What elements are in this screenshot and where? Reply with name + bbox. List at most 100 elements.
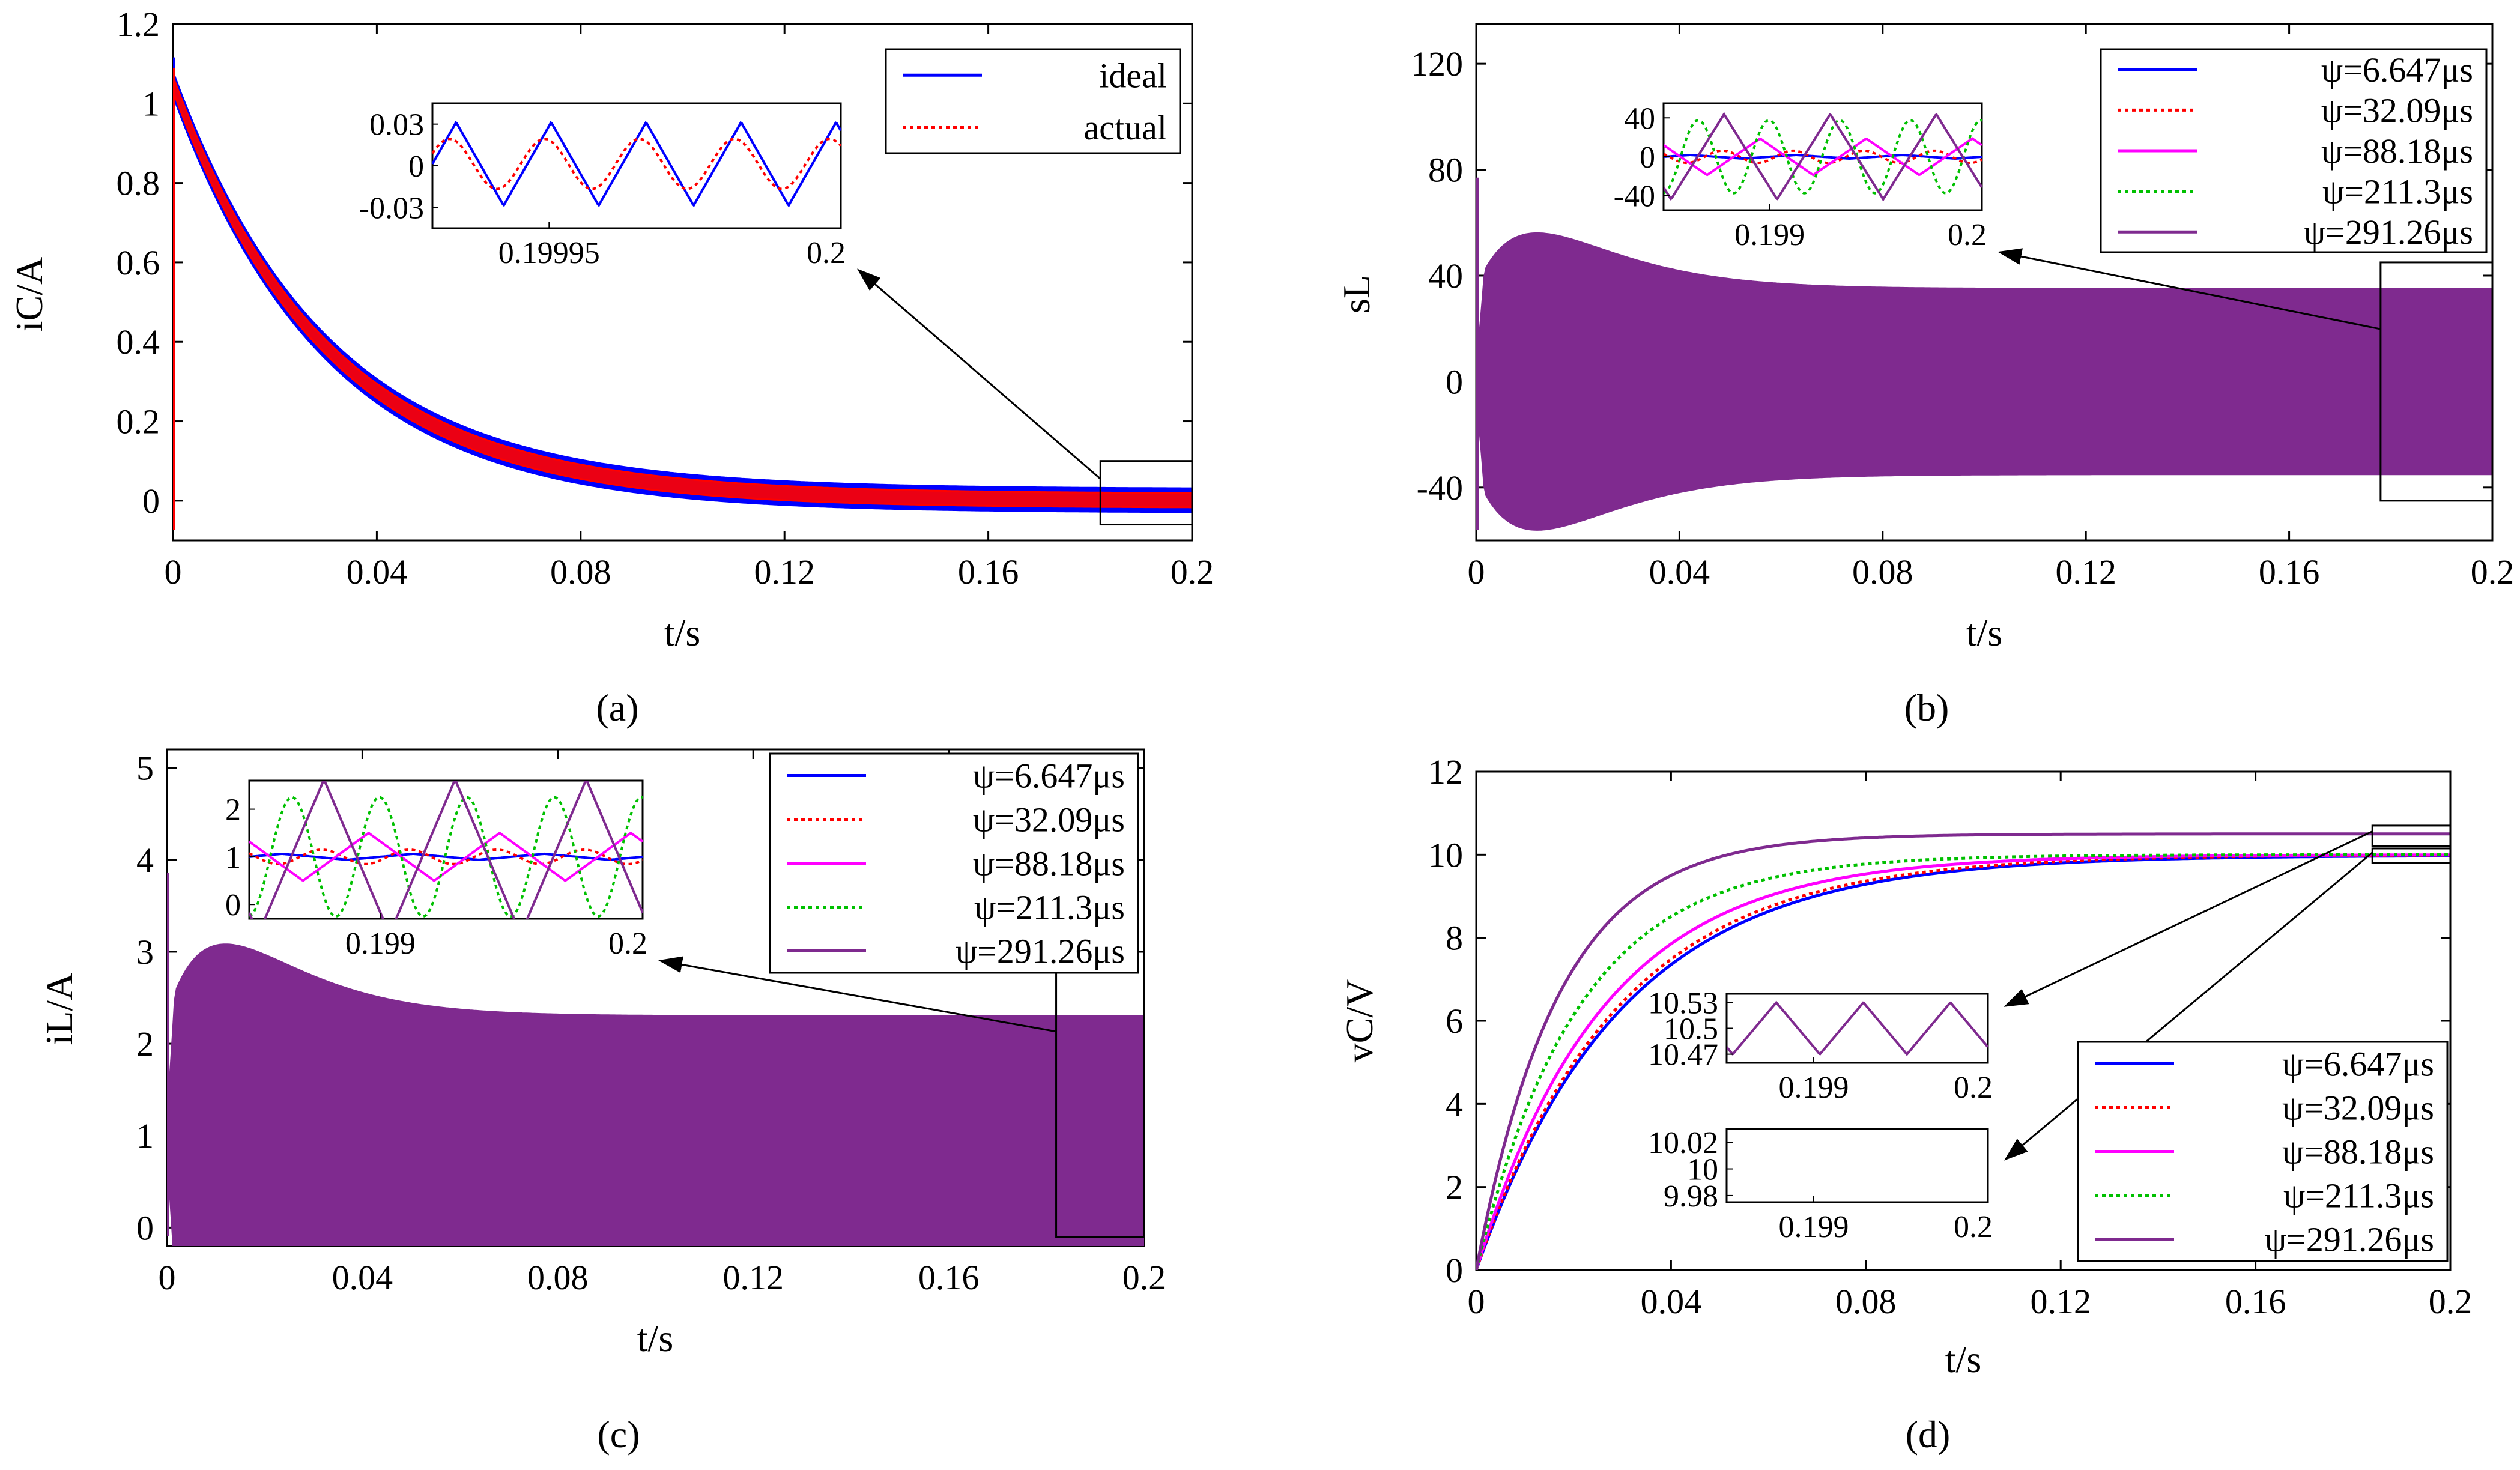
inset-x-tick-label: 0.2 bbox=[1954, 1210, 1993, 1244]
inset-series-line-3 bbox=[1664, 119, 1982, 195]
inset-series bbox=[1664, 112, 1982, 202]
legend-label: ψ=211.3μs bbox=[2283, 1176, 2434, 1215]
y-axis-label: vC/V bbox=[1338, 979, 1381, 1063]
legend-label: ψ=32.09μs bbox=[2321, 91, 2473, 130]
y-tick-label: 0 bbox=[136, 1208, 154, 1247]
legend: ψ=6.647μsψ=32.09μsψ=88.18μsψ=211.3μsψ=29… bbox=[2100, 48, 2488, 253]
x-tick-label: 0.12 bbox=[2030, 1282, 2091, 1321]
series-line-0 bbox=[1476, 854, 2450, 1270]
legend-label: ψ=6.647μs bbox=[2282, 1045, 2434, 1084]
inset-x-tick-label: 0.199 bbox=[1734, 218, 1805, 252]
y-tick-label: 120 bbox=[1411, 44, 1463, 83]
inset-series-line-2 bbox=[1664, 137, 1982, 177]
inset-y-tick-label: 10 bbox=[1687, 1153, 1718, 1187]
inset-x-tick-label: 0.199 bbox=[1779, 1210, 1849, 1244]
legend-frame bbox=[885, 48, 1181, 154]
x-tick-label: 0.16 bbox=[958, 552, 1019, 591]
x-tick-label: 0 bbox=[159, 1258, 176, 1297]
inset-series-line-3 bbox=[249, 796, 643, 918]
series-layer bbox=[167, 873, 1144, 1246]
panel-caption: (b) bbox=[1904, 686, 1949, 729]
zoom-region bbox=[2371, 847, 2452, 864]
zoom-arrow bbox=[2004, 851, 2373, 1161]
inset-frame bbox=[1725, 1128, 1989, 1203]
chart-b: 0 0.04 0.08 0.12 0.16 0.2 -40 0 40 80 120 t/s sL (b) 0… bbox=[1335, 23, 2515, 729]
zoom-arrow bbox=[2004, 830, 2373, 1007]
y-tick-label: 0.6 bbox=[117, 243, 160, 282]
zoom-arrow bbox=[856, 268, 1101, 480]
legend-label: ψ=6.647μs bbox=[973, 757, 1125, 796]
zoom-region bbox=[1099, 460, 1193, 526]
panel-caption: (a) bbox=[596, 686, 638, 729]
y-tick-label: 4 bbox=[136, 841, 154, 880]
inset-y-tick-label: 0.03 bbox=[369, 108, 424, 142]
inset-y-tick-label: 10.02 bbox=[1648, 1126, 1718, 1160]
series-layer bbox=[1476, 832, 2450, 1270]
x-tick-label: 0.2 bbox=[1171, 552, 1214, 591]
y-tick-label: 4 bbox=[1446, 1084, 1463, 1124]
y-tick-label: 10 bbox=[1428, 835, 1463, 874]
inset: 0.199 0.2 40 0 -40 bbox=[1614, 101, 1987, 252]
legend-label: ψ=211.3μs bbox=[974, 888, 1125, 927]
y-tick-label: 0.2 bbox=[117, 402, 160, 441]
inset-x-tick-label: 0.2 bbox=[608, 927, 647, 961]
y-tick-label: 2 bbox=[1446, 1168, 1463, 1207]
inset-series-line-1 bbox=[1664, 149, 1982, 165]
x-tick-label: 0.2 bbox=[1122, 1258, 1166, 1297]
x-tick-label: 0.16 bbox=[918, 1258, 980, 1297]
series-band-0 bbox=[173, 71, 1192, 513]
x-tick-label: 0.2 bbox=[2429, 1282, 2473, 1321]
inset-series bbox=[1727, 1000, 1988, 1056]
legend-label: ψ=88.18μs bbox=[973, 844, 1125, 883]
inset-y-tick-label: 10.47 bbox=[1648, 1038, 1718, 1072]
inset-x-tick-label: 0.19995 bbox=[498, 236, 600, 270]
x-tick-label: 0.2 bbox=[2471, 552, 2515, 591]
y-tick-label: 2 bbox=[136, 1024, 154, 1063]
y-tick-label: 0 bbox=[142, 482, 160, 521]
inset-x-tick-label: 0.2 bbox=[807, 236, 846, 270]
legend: ideal actual bbox=[885, 48, 1181, 154]
inset-series-line-1 bbox=[249, 848, 643, 865]
legend: ψ=6.647μsψ=32.09μsψ=88.18μsψ=211.3μsψ=29… bbox=[2077, 1041, 2449, 1262]
series-layer bbox=[173, 57, 1192, 530]
inset-series bbox=[432, 121, 841, 208]
inset-y-tick-label: 2 bbox=[225, 793, 241, 827]
inset-x-tick-label: 0.2 bbox=[1954, 1071, 1993, 1105]
inset-y-tick-label: 0 bbox=[225, 888, 241, 922]
legend-label: ψ=32.09μs bbox=[973, 800, 1125, 839]
inset-x-tick-label: 0.199 bbox=[345, 927, 416, 961]
legend-label: actual bbox=[1084, 108, 1167, 147]
x-tick-label: 0.04 bbox=[347, 552, 408, 591]
chart-c: 0 0.04 0.08 0.12 0.16 0.2 0 1 2 3 4 5 t/s iL/A (c) 0.19… bbox=[38, 748, 1166, 1456]
inset-y-tick-label: 10.53 bbox=[1648, 986, 1718, 1020]
inset-series-line-4 bbox=[249, 781, 643, 919]
series-line-3 bbox=[1476, 853, 2450, 1270]
panel-caption: (c) bbox=[597, 1413, 640, 1456]
zoom-arrow bbox=[658, 956, 1056, 1033]
y-tick-label: 40 bbox=[1428, 256, 1463, 295]
chart-d: 0 0.04 0.08 0.12 0.16 0.2 0 2 4 6 8 10 12 t/s vC/V (d) 0… bbox=[1338, 752, 2472, 1456]
x-tick-label: 0.04 bbox=[332, 1258, 393, 1297]
inset-y-tick-label: 40 bbox=[1624, 101, 1655, 136]
y-tick-label: 12 bbox=[1428, 752, 1463, 791]
y-axis-label: sL bbox=[1335, 275, 1378, 313]
legend-label: ψ=6.647μs bbox=[2321, 50, 2473, 89]
inset-y-tick-label: -40 bbox=[1614, 180, 1655, 214]
x-tick-label: 0 bbox=[165, 552, 182, 591]
inset-y-tick-label: -0.03 bbox=[359, 191, 424, 225]
x-axis-label: t/s bbox=[637, 1317, 673, 1360]
inset-y-tick-label: 0 bbox=[1640, 141, 1655, 175]
inset: 0.19995 0.2 0.03 0 -0.03 bbox=[359, 102, 846, 270]
y-tick-label: 8 bbox=[1446, 919, 1463, 958]
legend-label: ψ=211.3μs bbox=[2322, 172, 2473, 211]
series-line-4 bbox=[1476, 832, 2450, 1270]
series-band-1 bbox=[173, 76, 1192, 509]
y-tick-label: -40 bbox=[1417, 468, 1463, 507]
legend: ψ=6.647μsψ=32.09μsψ=88.18μsψ=211.3μsψ=29… bbox=[769, 752, 1139, 974]
inset-y-tick-label: 9.98 bbox=[1664, 1179, 1718, 1214]
chart-a: 0 0.04 0.08 0.12 0.16 0.2 0 0.2 0.4 0.6 0.8 1 1.2 t/s… bbox=[8, 5, 1214, 729]
inset-x-tick-label: 0.199 bbox=[1779, 1071, 1849, 1105]
x-tick-label: 0.08 bbox=[1852, 552, 1913, 591]
